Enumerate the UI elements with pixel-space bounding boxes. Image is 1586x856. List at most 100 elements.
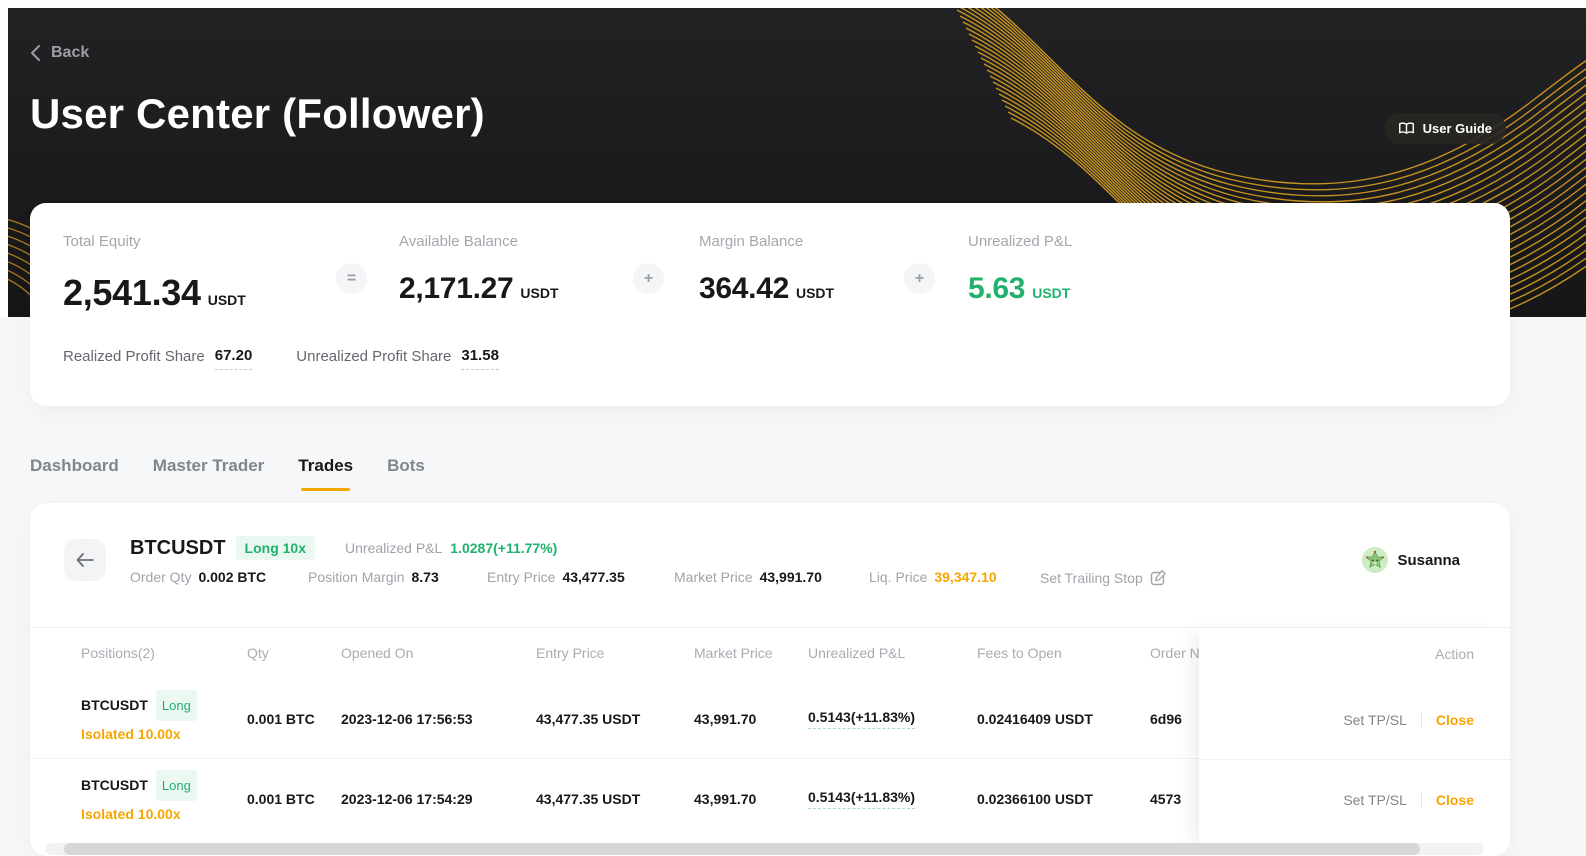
field-label: Order Qty	[130, 569, 192, 585]
field-value: 8.73	[411, 569, 439, 585]
back-label: Back	[51, 44, 90, 61]
close-position-button[interactable]: Close	[1435, 792, 1474, 808]
stat-label: Margin Balance	[699, 233, 804, 250]
tab-trades[interactable]: Trades	[298, 452, 353, 491]
field-market-price: Market Price 43,991.70	[674, 569, 822, 585]
share-value[interactable]: 31.58	[461, 347, 499, 370]
stat-unit: USDT	[1032, 285, 1071, 301]
page-title: User Center (Follower)	[30, 90, 485, 137]
user-guide-button[interactable]: User Guide	[1383, 113, 1506, 144]
share-label: Realized Profit Share	[63, 348, 205, 365]
row-symbol: BTCUSDT	[81, 777, 148, 793]
divider	[30, 627, 1510, 628]
trader-name: Susanna	[1397, 551, 1460, 569]
stat-value: 2,541.34	[63, 272, 201, 313]
stat-unit: USDT	[520, 285, 559, 301]
upl-value: 1.0287(+11.77%)	[450, 540, 558, 556]
field-label: Liq. Price	[869, 569, 928, 585]
col-unrealized-pnl: Unrealized P&L	[808, 645, 906, 661]
row-order-no: 6d96	[1150, 710, 1182, 727]
side-badge: Long	[155, 689, 197, 721]
position-summary-row: BTCUSDT Long 10x Unrealized P&L 1.0287(+…	[130, 533, 557, 563]
row-fees: 0.02416409 USDT	[977, 710, 1093, 727]
close-position-button[interactable]: Close	[1435, 711, 1474, 728]
field-value: 43,477.35	[562, 569, 625, 585]
col-entry-price: Entry Price	[536, 645, 605, 661]
set-trailing-stop-button[interactable]: Set Trailing Stop	[1040, 569, 1167, 586]
action-column-overlay: Action Set TP/SL Close Set TP/SL Close	[1199, 627, 1510, 856]
col-opened-on: Opened On	[341, 645, 414, 661]
horizontal-scrollbar-track[interactable]	[46, 843, 1484, 855]
field-value: 0.002 BTC	[198, 569, 267, 585]
row-opened-on: 2023-12-06 17:56:53	[341, 710, 473, 727]
set-tpsl-button[interactable]: Set TP/SL	[1343, 711, 1407, 728]
row-fees: 0.02366100 USDT	[977, 791, 1093, 807]
tab-master-trader[interactable]: Master Trader	[152, 456, 265, 475]
stat-label: Available Balance	[399, 233, 518, 250]
stat-label: Total Equity	[63, 233, 141, 250]
row-unrealized-pnl[interactable]: 0.5143(+11.83%)	[808, 709, 916, 729]
plus-icon: +	[904, 263, 935, 294]
share-value[interactable]: 67.20	[214, 347, 253, 370]
divider	[1420, 711, 1422, 728]
field-label: Position Margin	[308, 569, 405, 585]
chevron-left-icon	[30, 44, 41, 62]
trades-card: BTCUSDT Long 10x Unrealized P&L 1.0287(+…	[30, 503, 1510, 856]
direction-badge: Long 10x	[235, 536, 316, 560]
realized-profit-share: Realized Profit Share 67.20	[63, 347, 253, 370]
stat-value: 5.63	[968, 272, 1026, 305]
row-entry-price: 43,477.35 USDT	[536, 710, 641, 727]
col-market-price: Market Price	[694, 645, 773, 661]
field-value: 43,991.70	[759, 569, 822, 585]
row-market-price: 43,991.70	[694, 791, 757, 807]
tab-bots[interactable]: Bots	[387, 456, 425, 475]
row-unrealized-pnl[interactable]: 0.5143(+11.83%)	[808, 789, 916, 809]
row-entry-price: 43,477.35 USDT	[536, 791, 641, 807]
stat-value: 364.42	[699, 272, 789, 305]
field-label: Set Trailing Stop	[1040, 569, 1143, 586]
tab-dashboard[interactable]: Dashboard	[30, 456, 119, 475]
row-opened-on: 2023-12-06 17:54:29	[341, 791, 473, 807]
master-trader-chip[interactable]: Susanna	[1362, 547, 1460, 573]
user-guide-label: User Guide	[1422, 121, 1492, 136]
position-back-button[interactable]	[64, 539, 106, 581]
field-value: 39,347.10	[934, 569, 997, 585]
stat-total-equity: Total Equity 2,541.34 USDT	[63, 233, 246, 314]
margin-mode: Isolated 10.00x	[81, 725, 181, 742]
book-icon	[1398, 121, 1415, 136]
arrow-left-icon	[76, 553, 94, 567]
row-actions: Set TP/SL Close	[1199, 680, 1510, 760]
back-button[interactable]: Back	[30, 44, 89, 62]
stat-margin-balance: Margin Balance 364.42 USDT	[699, 233, 834, 306]
main-tabs: Dashboard Master Trader Trades Bots	[30, 452, 425, 491]
side-badge: Long	[155, 770, 197, 801]
stat-available-balance: Available Balance 2,171.27 USDT	[399, 233, 559, 306]
symbol-label: BTCUSDT	[130, 536, 226, 559]
row-symbol: BTCUSDT	[81, 696, 148, 713]
col-fees-to-open: Fees to Open	[977, 645, 1062, 661]
col-qty: Qty	[247, 645, 269, 661]
stat-unit: USDT	[207, 292, 246, 308]
trader-avatar	[1362, 547, 1389, 573]
set-tpsl-button[interactable]: Set TP/SL	[1343, 792, 1407, 808]
field-position-margin: Position Margin 8.73	[308, 569, 439, 585]
field-order-qty: Order Qty 0.002 BTC	[130, 569, 266, 585]
divider	[1420, 792, 1422, 808]
margin-mode: Isolated 10.00x	[81, 806, 181, 822]
table-row: BTCUSDT Long Isolated 10.00x 0.001 BTC 2…	[30, 679, 1510, 759]
share-label: Unrealized Profit Share	[296, 348, 452, 365]
field-label: Market Price	[674, 569, 753, 585]
field-label: Entry Price	[487, 569, 556, 585]
stat-value: 2,171.27	[399, 272, 514, 305]
positions-table-header: Positions(2) Qty Opened On Entry Price M…	[30, 627, 1510, 679]
row-order-no: 4573	[1150, 791, 1182, 807]
horizontal-scrollbar-thumb[interactable]	[64, 843, 1420, 855]
equals-icon: =	[336, 263, 367, 294]
col-positions: Positions(2)	[81, 645, 155, 661]
col-action: Action	[1435, 646, 1474, 662]
table-row: BTCUSDT Long Isolated 10.00x 0.001 BTC 2…	[30, 759, 1510, 839]
edit-icon	[1150, 569, 1167, 586]
field-liq-price: Liq. Price 39,347.10	[869, 569, 997, 585]
profit-share-row: Realized Profit Share 67.20 Unrealized P…	[63, 347, 499, 370]
